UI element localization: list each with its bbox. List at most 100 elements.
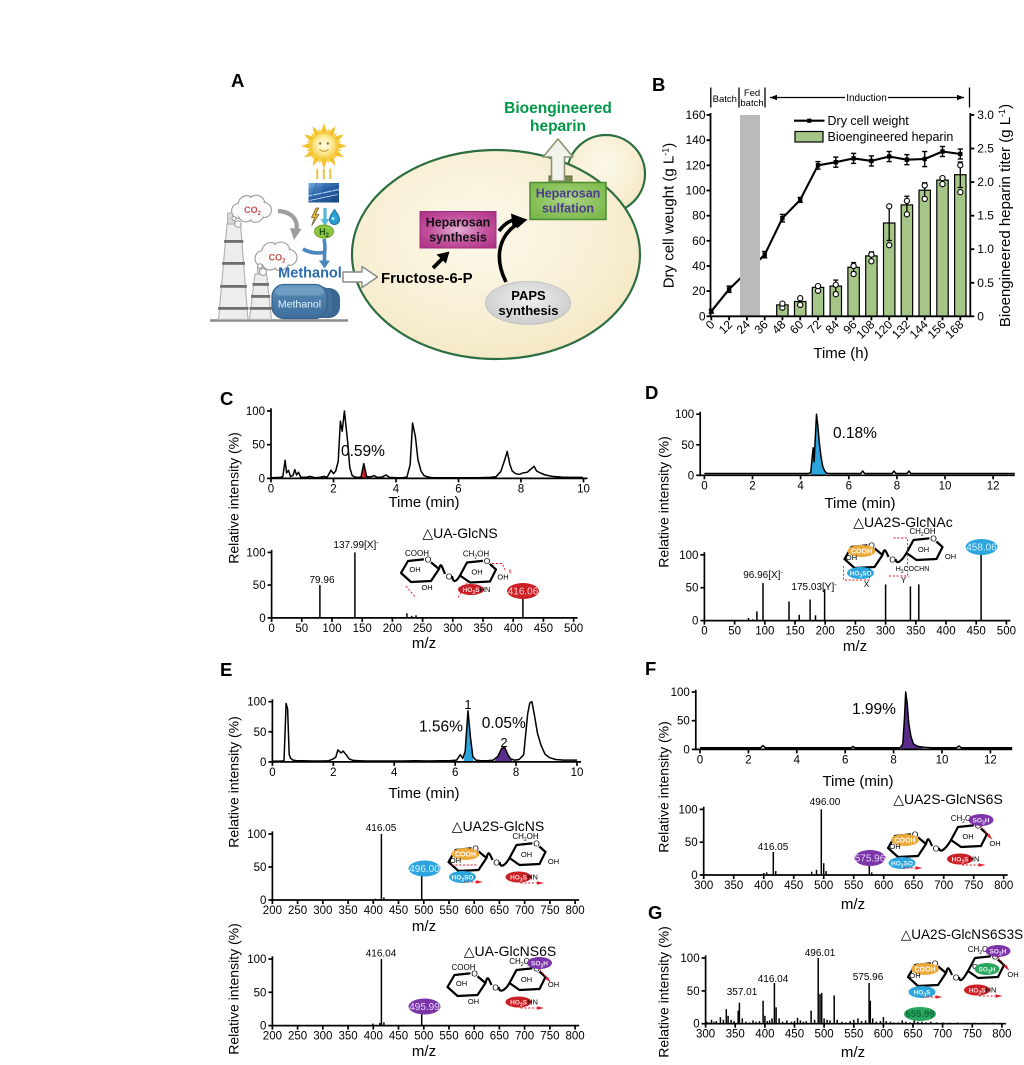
svg-text:Bioengineered: Bioengineered [504,100,612,117]
svg-text:CH2O: CH2O [951,814,972,825]
svg-text:0.5: 0.5 [977,276,994,290]
svg-text:CH2OH: CH2OH [909,527,936,538]
svg-text:700: 700 [515,905,534,917]
svg-text:Relative intensity (%): Relative intensity (%) [656,436,672,568]
svg-text:synthesis: synthesis [499,303,559,318]
svg-text:100: 100 [247,954,266,966]
svg-text:H3COCHN: H3COCHN [896,566,930,575]
svg-text:Relative intensity (%): Relative intensity (%) [656,721,672,853]
svg-text:0: 0 [688,470,694,482]
svg-text:700: 700 [515,1031,534,1043]
svg-text:12: 12 [984,754,997,766]
svg-text:250: 250 [288,1031,307,1043]
svg-text:CO2: CO2 [244,205,262,217]
svg-text:496.00: 496.00 [409,864,440,875]
svg-text:O: O [492,983,499,993]
svg-text:2: 2 [749,480,755,492]
svg-text:450: 450 [389,1031,408,1043]
svg-text:495.99: 495.99 [409,1002,440,1013]
svg-text:HO3S: HO3S [952,857,970,866]
svg-text:12: 12 [987,480,1000,492]
svg-text:Induction: Induction [846,93,887,104]
svg-text:150: 150 [353,623,372,635]
svg-text:E: E [220,659,232,680]
svg-text:50: 50 [685,837,698,849]
svg-text:40: 40 [692,259,706,273]
svg-text:batch: batch [740,98,763,109]
svg-text:Fed: Fed [744,88,760,99]
svg-text:350: 350 [726,1029,745,1041]
svg-text:2.0: 2.0 [977,175,994,189]
svg-text:CH2O: CH2O [509,957,530,968]
svg-text:600: 600 [874,1029,893,1041]
svg-text:OH: OH [409,565,420,574]
svg-text:79.96: 79.96 [309,575,334,586]
svg-text:0: 0 [260,1021,266,1033]
svg-text:50: 50 [677,716,690,728]
svg-text:HO3S: HO3S [510,1000,528,1009]
svg-text:60: 60 [692,234,706,248]
svg-text:350: 350 [906,626,925,638]
svg-text:OH: OH [548,980,559,989]
svg-text:O: O [933,844,940,854]
svg-text:500: 500 [997,626,1016,638]
svg-text:100: 100 [675,409,694,421]
svg-text:650: 650 [490,1031,509,1043]
svg-text:50: 50 [254,987,267,999]
svg-text:Batch: Batch [713,94,737,105]
svg-text:HN: HN [480,585,491,594]
svg-text:△UA2S-GlcNS: △UA2S-GlcNS [452,818,544,834]
svg-text:8: 8 [518,483,524,495]
svg-text:100: 100 [247,697,266,709]
svg-text:6: 6 [455,483,461,495]
svg-text:△UA-GlcNS: △UA-GlcNS [422,525,497,541]
svg-text:0: 0 [693,1019,699,1031]
svg-text:SO3H: SO3H [979,967,996,976]
svg-text:2: 2 [745,754,751,766]
svg-text:1.5: 1.5 [977,209,994,223]
svg-text:10: 10 [939,480,952,492]
svg-text:550: 550 [844,1029,863,1041]
svg-text:50: 50 [253,580,266,592]
svg-text:100: 100 [680,953,699,965]
svg-text:2.5: 2.5 [977,142,994,156]
svg-text:HO3SO: HO3SO [891,861,913,870]
svg-text:OH: OH [497,573,508,582]
svg-text:450: 450 [389,905,408,917]
svg-text:⁻: ⁻ [907,576,910,582]
svg-text:200: 200 [263,1031,282,1043]
svg-text:A: A [231,70,244,91]
svg-text:0: 0 [692,616,698,628]
svg-text:Dry cell weught (g L-1): Dry cell weught (g L-1) [661,143,678,289]
svg-text:0: 0 [259,613,265,625]
svg-text:3.0: 3.0 [977,108,994,122]
svg-text:700: 700 [934,880,953,892]
svg-text:400: 400 [936,626,955,638]
svg-text:HN: HN [986,986,997,995]
svg-text:HO3SO: HO3SO [452,875,474,884]
svg-text:300: 300 [694,880,713,892]
svg-text:300: 300 [313,1031,332,1043]
svg-text:△UA-GlcNS6S: △UA-GlcNS6S [464,943,556,959]
svg-text:300: 300 [313,905,332,917]
svg-text:△UA2S-GlcNS6S: △UA2S-GlcNS6S [893,791,1003,807]
svg-text:50: 50 [254,727,267,739]
svg-text:m/z: m/z [412,918,436,935]
svg-text:450: 450 [534,623,553,635]
svg-text:2: 2 [500,735,507,750]
svg-text:Time (h): Time (h) [813,345,868,362]
svg-text:O: O [912,830,919,840]
svg-text:250: 250 [413,623,432,635]
svg-text:O: O [484,556,491,566]
svg-text:OH: OH [945,552,956,561]
svg-text:250: 250 [288,905,307,917]
svg-text:0: 0 [701,480,707,492]
svg-text:Fructose-6-P: Fructose-6-P [381,270,473,287]
svg-text:△UA2S-GlcNAc: △UA2S-GlcNAc [853,514,952,530]
svg-text:0: 0 [259,473,265,485]
svg-text:HO3S: HO3S [914,990,932,999]
svg-text:700: 700 [933,1029,952,1041]
svg-text:200: 200 [263,905,282,917]
svg-text:575.96: 575.96 [853,972,884,983]
svg-text:160: 160 [685,108,705,122]
